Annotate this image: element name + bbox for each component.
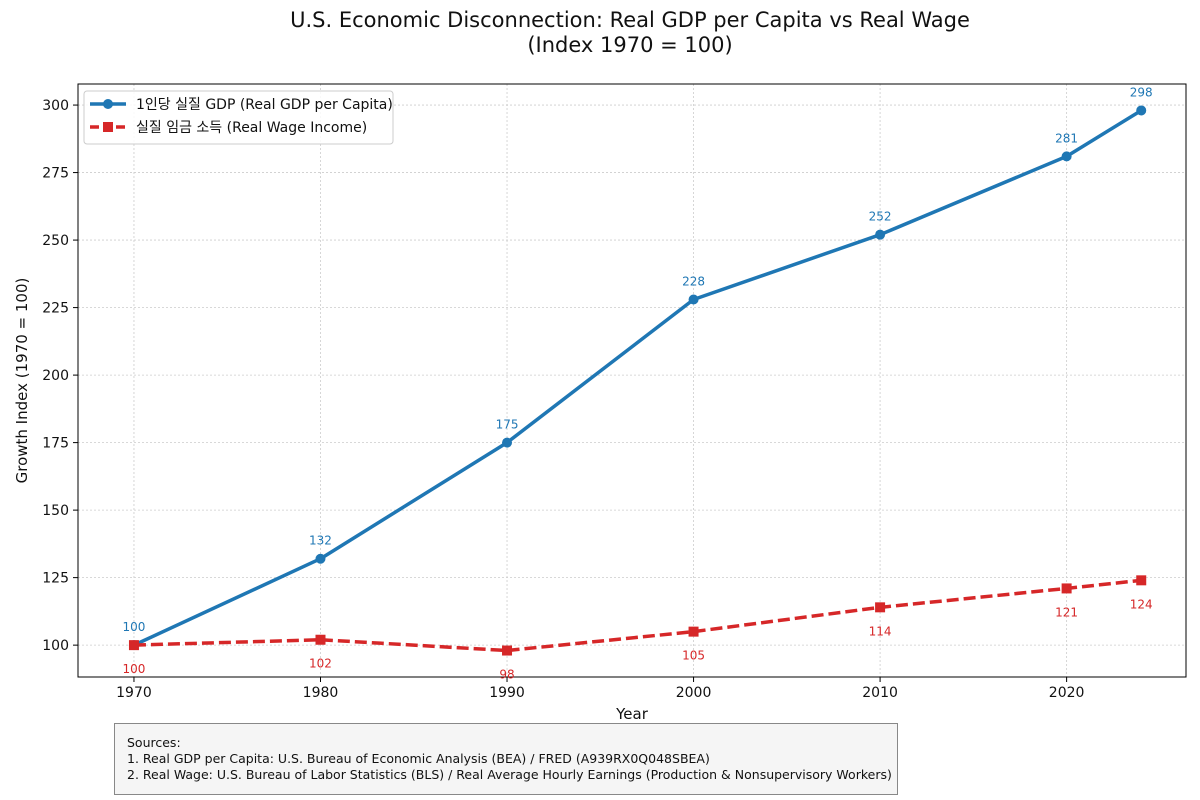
series-2-data-label: 114 <box>869 624 892 638</box>
source-line-2: 2. Real Wage: U.S. Bureau of Labor Stati… <box>127 767 892 782</box>
series-2-data-label: 102 <box>309 657 332 671</box>
legend-label-2: 실질 임금 소득 (Real Wage Income) <box>136 120 367 136</box>
series-2-point <box>502 645 513 656</box>
legend-marker-1 <box>103 99 113 109</box>
legend-box <box>83 90 394 145</box>
series-1-point <box>875 229 886 240</box>
x-tick-label: 1970 <box>116 685 152 701</box>
series-2-point <box>688 626 699 637</box>
source-line-1: 1. Real GDP per Capita: U.S. Bureau of E… <box>127 751 710 766</box>
y-tick-label: 150 <box>42 503 69 519</box>
series-1-data-label: 252 <box>869 210 892 224</box>
sources-box: Sources: 1. Real GDP per Capita: U.S. Bu… <box>114 723 898 795</box>
series-1-point <box>1136 105 1147 116</box>
y-tick-label: 125 <box>42 571 69 587</box>
y-tick-label: 300 <box>42 98 69 114</box>
chart-subtitle: (Index 1970 = 100) <box>527 33 733 57</box>
series-1: 100 132 175 228 252 281 298 <box>123 85 1153 651</box>
series-2-point <box>128 640 139 651</box>
series-1-data-label: 281 <box>1055 131 1078 145</box>
series-1-data-label: 228 <box>682 274 705 288</box>
series-2-line <box>133 578 1142 653</box>
series-1-data-label: 132 <box>309 534 332 548</box>
series-2-point <box>875 602 886 613</box>
x-tick-label: 2000 <box>676 685 712 701</box>
y-tick-label: 275 <box>42 166 69 182</box>
gridlines <box>78 84 1186 677</box>
series-2-point <box>1136 575 1147 586</box>
series-2-point <box>315 634 326 645</box>
series-2-data-label: 105 <box>682 649 705 663</box>
series-2-point <box>1061 583 1072 594</box>
x-axis-label: Year <box>615 705 649 720</box>
series-1-data-label: 100 <box>123 620 146 634</box>
series-2-data-label: 100 <box>123 662 146 676</box>
x-tick-label: 2020 <box>1049 685 1085 701</box>
y-tick-label: 250 <box>42 233 69 249</box>
axis-ticks: 1970 1980 1990 2000 2010 2020 100 125 150 175 200 2… <box>42 98 1084 701</box>
series-1-point <box>315 553 326 564</box>
line-chart: 1970 1980 1990 2000 2010 2020 100 125 150 175 200 2… <box>13 83 1187 720</box>
sources-heading: Sources: <box>127 735 181 750</box>
series-1-point <box>688 294 699 305</box>
chart-title-line: U.S. Economic Disconnection: Real GDP pe… <box>290 8 970 32</box>
x-tick-label: 2010 <box>862 685 898 701</box>
series-1-point <box>502 437 513 448</box>
plot-area <box>77 83 1187 678</box>
y-axis-label: Growth Index (1970 = 100) <box>13 278 31 484</box>
series-1-line <box>133 108 1143 647</box>
x-tick-label: 1990 <box>489 685 525 701</box>
series-1-point <box>1061 151 1072 162</box>
series-1-data-label: 175 <box>496 418 519 432</box>
series-2-data-label: 98 <box>499 668 514 682</box>
legend: 1인당 실질 GDP (Real GDP per Capita) 실질 임금 소득… <box>83 90 394 145</box>
x-tick-label: 1980 <box>303 685 339 701</box>
y-tick-label: 225 <box>42 301 69 317</box>
y-tick-label: 175 <box>42 436 69 452</box>
y-tick-label: 100 <box>42 638 69 654</box>
legend-label-1: 1인당 실질 GDP (Real GDP per Capita) <box>136 97 393 113</box>
series-2-data-label: 124 <box>1130 597 1153 611</box>
series-2-data-label: 121 <box>1055 605 1078 619</box>
series-group: 100 132 175 228 252 281 298 100 102 98 105 114 121 12… <box>123 85 1153 681</box>
series-2: 100 102 98 105 114 121 124 <box>123 575 1153 682</box>
legend-marker-2 <box>103 122 113 132</box>
series-1-data-label: 298 <box>1130 85 1153 99</box>
chart-title: U.S. Economic Disconnection: Real GDP pe… <box>0 8 1200 58</box>
y-tick-label: 200 <box>42 368 69 384</box>
